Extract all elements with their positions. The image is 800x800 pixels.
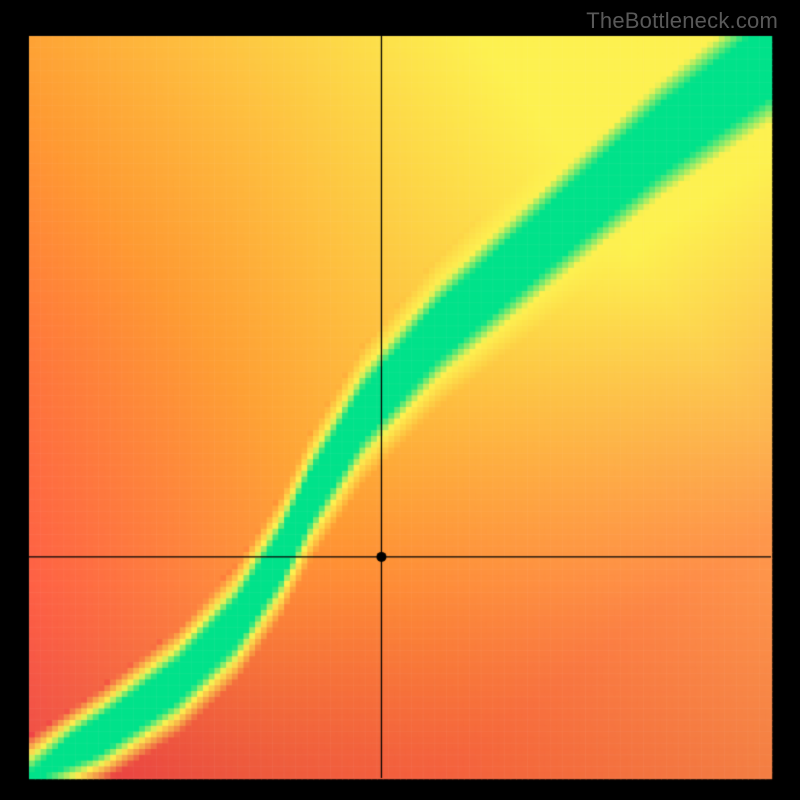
watermark-text: TheBottleneck.com xyxy=(586,8,778,34)
bottleneck-heatmap xyxy=(0,0,800,800)
chart-container: TheBottleneck.com xyxy=(0,0,800,800)
